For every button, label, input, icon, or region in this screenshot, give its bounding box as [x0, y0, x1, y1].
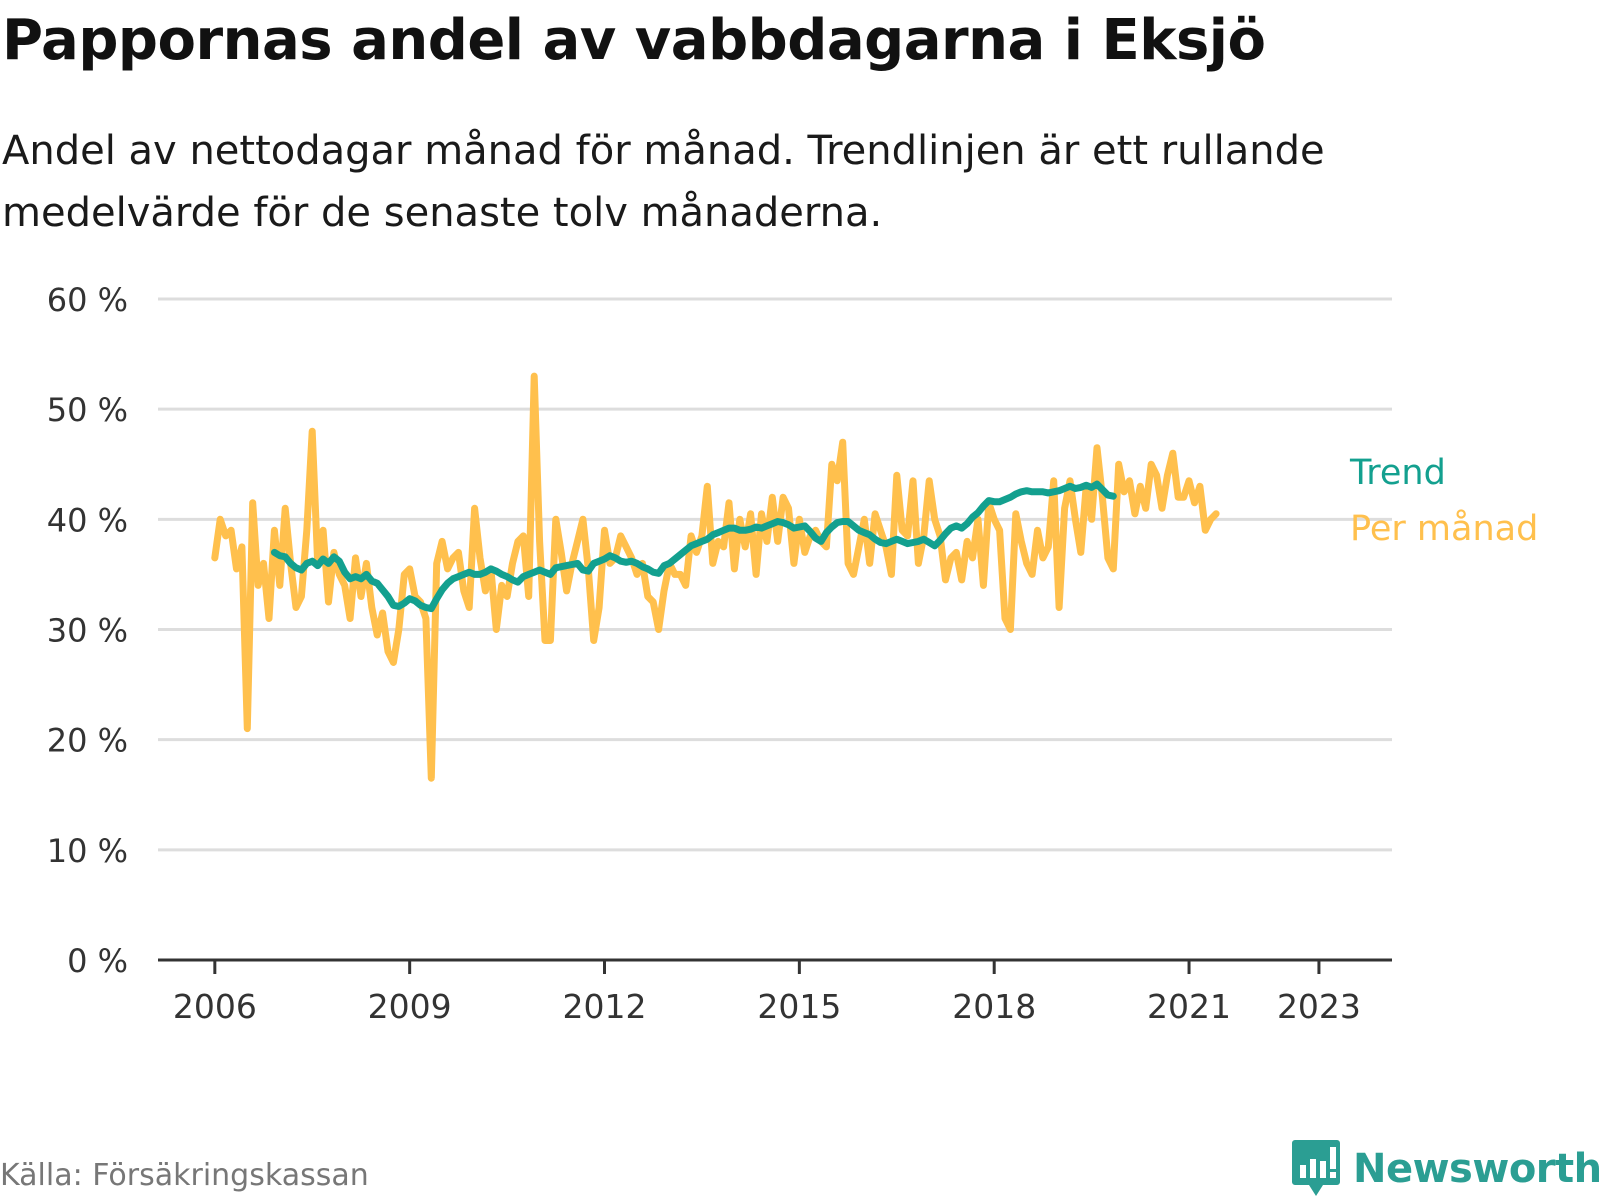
source-note: Källa: Försäkringskassan: [0, 1158, 369, 1193]
series-line-per-manad: [211, 372, 1220, 782]
bar-chart-logo-icon: [1292, 1140, 1340, 1196]
x-axis: 2006 2009 2012 2015 2018 2021 2023: [158, 958, 1392, 1026]
chart-subtitle: Andel av nettodagar månad för månad. Tre…: [2, 128, 1325, 236]
series-line-trend: [270, 480, 1117, 613]
series-labels: Trend Per månad: [1349, 453, 1538, 549]
y-tick-label: 0 %: [67, 942, 128, 980]
x-tick-label: 2012: [563, 987, 647, 1026]
x-tick-label: 2023: [1277, 987, 1361, 1026]
y-tick-label: 40 %: [47, 501, 128, 539]
series-label-trend: Trend: [1349, 453, 1446, 493]
series-label-per-manad: Per månad: [1350, 508, 1538, 549]
chart-title: Pappornas andel av vabbdagarna i Eksjö: [2, 8, 1266, 73]
y-tick-label: 50 %: [47, 391, 128, 429]
logo-text: Newsworthy: [1353, 1146, 1600, 1192]
x-tick-label: 2021: [1147, 987, 1231, 1026]
x-tick-label: 2015: [757, 987, 841, 1026]
newsworthy-logo[interactable]: Newsworthy: [1291, 1138, 1600, 1200]
x-tick-label: 2009: [368, 987, 452, 1026]
y-tick-label: 30 %: [47, 612, 128, 650]
x-tick-label: 2018: [952, 987, 1036, 1026]
x-tick-label: 2006: [173, 987, 257, 1026]
y-tick-label: 60 %: [47, 281, 128, 319]
series-lines: [211, 372, 1220, 782]
y-tick-label: 20 %: [47, 722, 128, 760]
y-axis-ticks: 0 % 10 % 20 % 30 % 40 % 50 % 60 %: [47, 281, 128, 980]
y-tick-label: 10 %: [47, 832, 128, 870]
